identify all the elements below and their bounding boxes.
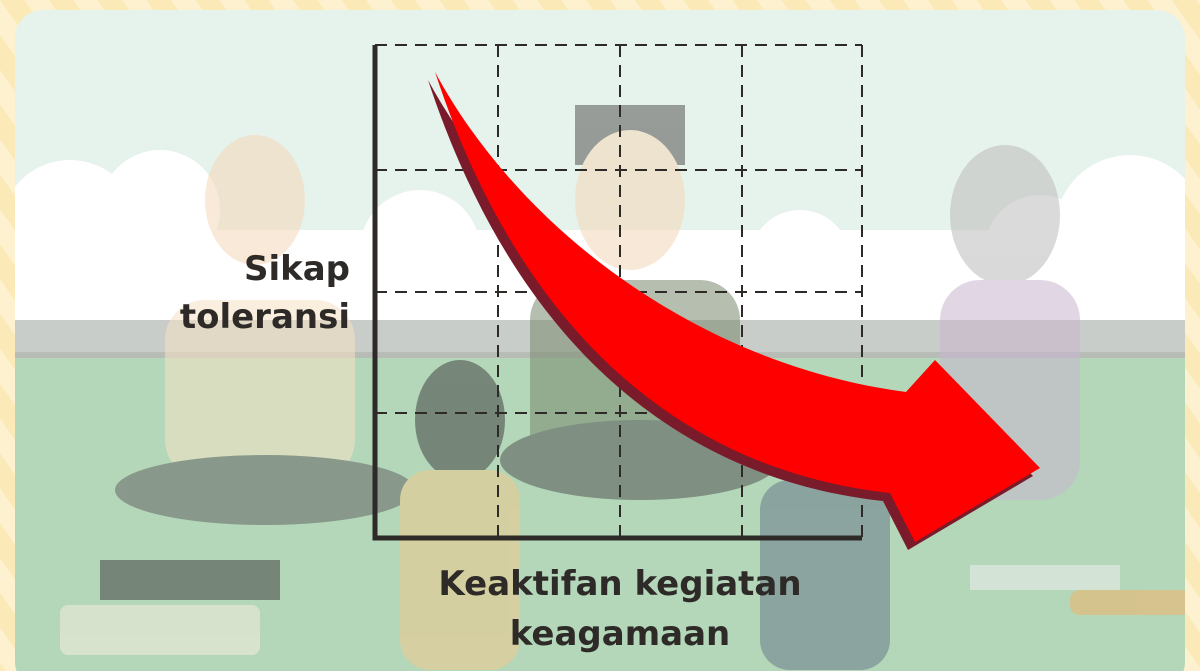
trend-arrow bbox=[435, 72, 1040, 542]
y-axis-label: Sikap bbox=[244, 249, 350, 289]
axes bbox=[372, 45, 862, 541]
y-axis-label: toleransi bbox=[180, 297, 350, 337]
x-axis-label: keagamaan bbox=[510, 614, 731, 654]
x-axis-label: Keaktifan kegiatan bbox=[438, 564, 801, 604]
graph: Sikap toleransi Keaktifan kegiatan keaga… bbox=[180, 44, 1040, 654]
